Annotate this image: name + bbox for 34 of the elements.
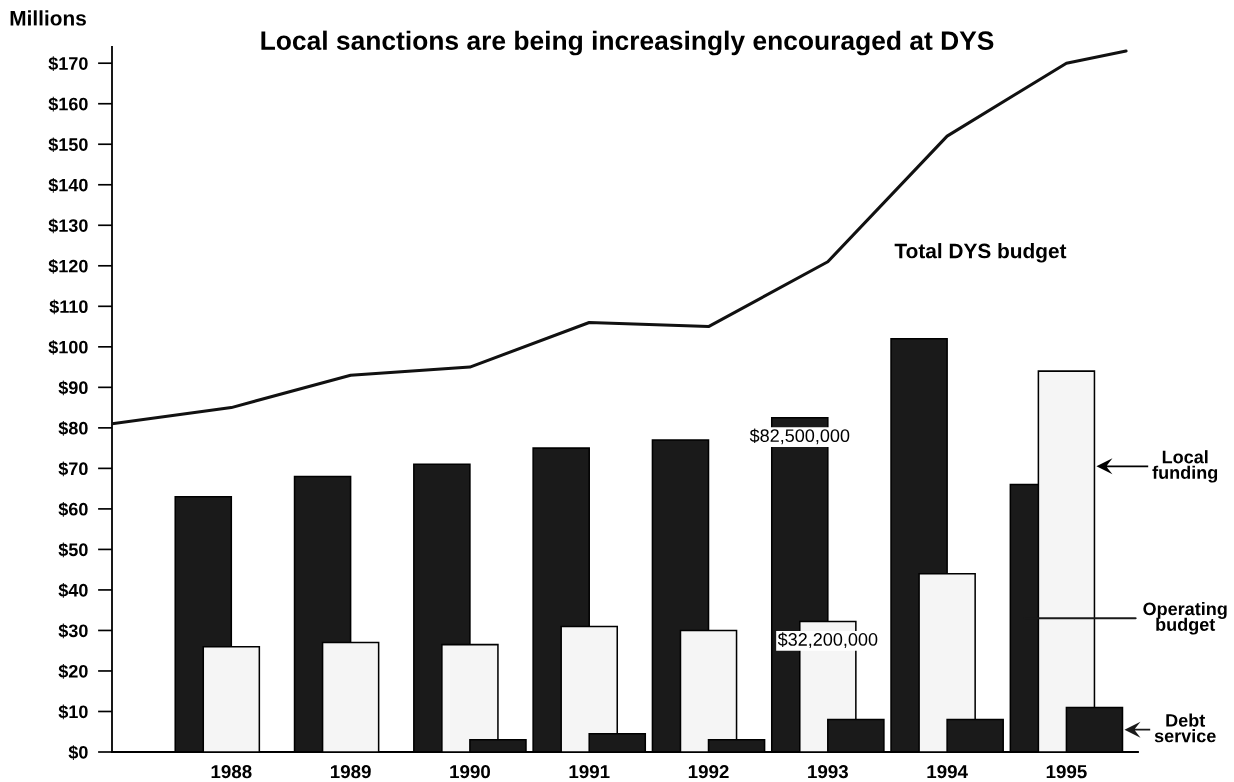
- y-tick-label: $60: [58, 502, 88, 517]
- y-tick-label: $100: [48, 339, 88, 355]
- y-tick-label: $140: [48, 177, 88, 193]
- annotation: $32,200,000: [777, 632, 878, 648]
- x-tick-label: 1994: [927, 765, 968, 779]
- chart-title: Local sanctions are being increasingly encouraged at DYS: [261, 30, 994, 56]
- y-tick-label: $90: [58, 380, 88, 396]
- x-tick-label: 1989: [330, 765, 371, 779]
- y-tick-label: $10: [58, 704, 88, 720]
- annotation: $82,500,000: [749, 428, 850, 445]
- y-axis-title: Millions: [10, 10, 86, 26]
- y-tick-label: $170: [48, 56, 88, 72]
- y-tick-label: $40: [58, 583, 88, 598]
- y-tick-label: $80: [58, 421, 88, 436]
- y-tick-label: $20: [58, 664, 88, 679]
- y-tick-label: $130: [48, 218, 88, 234]
- x-tick-label: 1988: [211, 765, 252, 779]
- legend-label: Local funding: [1152, 450, 1218, 483]
- x-tick-label: 1993: [808, 765, 848, 779]
- legend-label: Debt service: [1154, 713, 1216, 743]
- text: Operating budget: [1143, 602, 1227, 635]
- series-label: Total DYS budget: [894, 243, 1067, 263]
- y-tick-label: $120: [48, 258, 88, 274]
- x-tick-label: 1991: [569, 765, 610, 779]
- x-tick-label: 1992: [688, 765, 729, 779]
- y-tick-label: $30: [58, 623, 88, 639]
- y-tick-label: $0: [68, 745, 88, 760]
- x-tick-label: 1995: [1046, 765, 1087, 779]
- y-tick-label: $150: [48, 137, 88, 153]
- y-tick-label: $160: [48, 96, 88, 112]
- y-tick-label: $110: [49, 299, 88, 315]
- x-tick-label: 1990: [450, 765, 490, 779]
- y-tick-label: $50: [58, 542, 88, 558]
- y-tick-label: $70: [58, 461, 88, 477]
